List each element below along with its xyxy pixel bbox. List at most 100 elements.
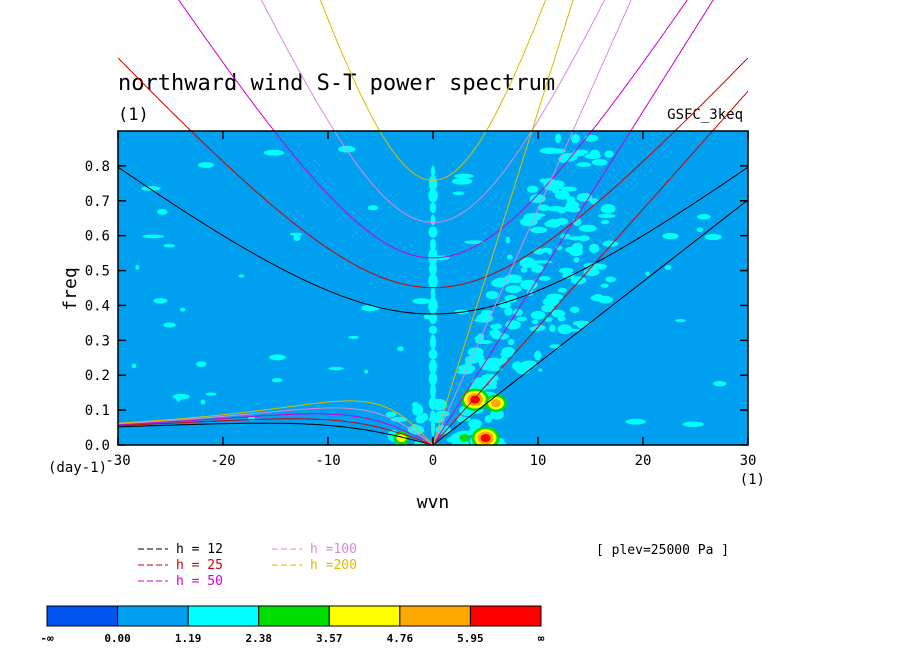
contour-patch bbox=[428, 359, 438, 374]
contour-patch bbox=[530, 310, 546, 320]
contour-patch bbox=[561, 328, 581, 332]
chart-title: northward wind S-T power spectrum bbox=[118, 71, 555, 96]
contour-patch bbox=[576, 162, 592, 167]
contour-patch bbox=[480, 363, 496, 371]
contour-patch bbox=[602, 240, 619, 247]
contour-patch bbox=[505, 320, 521, 330]
contour-patch bbox=[505, 236, 511, 244]
chart-subtitle-right: GSFC_3keq bbox=[667, 107, 743, 123]
y-tick-label: 0.0 bbox=[85, 438, 110, 454]
contour-patch bbox=[428, 349, 438, 360]
contour-patch bbox=[571, 133, 581, 144]
y-axis-label: freq bbox=[60, 267, 81, 310]
y-tick-label: 0.4 bbox=[85, 298, 110, 314]
contour-patch bbox=[507, 338, 515, 346]
x-axis-label: wvn bbox=[417, 492, 450, 513]
legend-label: h = 25 bbox=[176, 558, 223, 573]
contour-patch bbox=[470, 382, 484, 390]
contour-patch bbox=[415, 415, 426, 424]
colorbar-cell bbox=[258, 605, 330, 627]
contour-patch bbox=[553, 309, 566, 318]
contour-patch bbox=[163, 244, 176, 248]
contour-patch bbox=[588, 263, 607, 270]
contour-patch bbox=[577, 320, 585, 329]
contour-patch bbox=[713, 380, 727, 387]
contour-patch bbox=[625, 418, 646, 425]
contour-patch bbox=[565, 200, 580, 209]
dispersion-curve-ig bbox=[319, 0, 547, 181]
legend-label: h =200 bbox=[310, 558, 357, 573]
y-tick-label: 0.1 bbox=[85, 403, 110, 419]
contour-patch bbox=[428, 325, 438, 335]
contour-patch bbox=[454, 173, 474, 179]
contour-patch bbox=[576, 192, 593, 202]
contour-patch bbox=[196, 361, 207, 367]
contour-patch bbox=[431, 398, 448, 411]
contour-patch bbox=[429, 334, 437, 350]
contour-patch bbox=[452, 191, 465, 196]
contour-patch bbox=[456, 414, 464, 423]
contour-patch bbox=[570, 276, 587, 285]
contour-patch bbox=[547, 180, 565, 188]
contour-patch bbox=[484, 415, 493, 424]
contour-patch bbox=[551, 184, 560, 194]
dispersion-curve-ig bbox=[118, 166, 748, 315]
colorbar-cell bbox=[328, 605, 401, 627]
contour-patch bbox=[263, 149, 285, 156]
dispersion-curve-rossby bbox=[118, 422, 434, 445]
contour-patch bbox=[428, 297, 438, 314]
contour-patch bbox=[506, 254, 513, 260]
contour-patch bbox=[348, 335, 360, 339]
contour-patch bbox=[533, 248, 545, 255]
contour-patch bbox=[519, 258, 537, 268]
contour-patch bbox=[142, 234, 165, 239]
contour-patch bbox=[520, 360, 538, 369]
contour-patch bbox=[328, 366, 344, 371]
colorbar-label: 2.38 bbox=[245, 632, 272, 645]
contour-patch bbox=[664, 265, 672, 270]
contour-patch bbox=[529, 326, 542, 332]
contour-patch bbox=[544, 221, 553, 227]
dispersion-curve-rossby bbox=[118, 400, 434, 445]
contour-patch bbox=[538, 368, 543, 372]
colorbar-cell bbox=[399, 605, 471, 627]
contour-patch bbox=[605, 276, 617, 283]
contour-patch bbox=[156, 208, 168, 215]
contour-patch bbox=[539, 147, 560, 154]
y-unit-label: (day-1) bbox=[48, 460, 107, 476]
y-tick-label: 0.3 bbox=[85, 333, 110, 349]
contour-patch bbox=[153, 298, 168, 304]
contour-patch bbox=[205, 392, 217, 396]
colorbar-label: 0.00 bbox=[104, 632, 131, 645]
contour-patch bbox=[176, 396, 181, 402]
contour-patch bbox=[429, 238, 437, 251]
contour-patch bbox=[569, 247, 584, 257]
contour-patch bbox=[361, 305, 380, 312]
plev-annotation: [ plev=25000 Pa ] bbox=[596, 543, 729, 558]
x-tick-label: -20 bbox=[210, 453, 235, 469]
x-unit-label: (1) bbox=[740, 472, 765, 488]
contour-patch bbox=[464, 240, 485, 245]
contour-patch bbox=[423, 314, 431, 320]
contour-patch bbox=[557, 316, 566, 322]
contour-patch bbox=[544, 317, 553, 322]
contour-patch bbox=[578, 224, 597, 232]
dispersion-curve-ig bbox=[260, 0, 606, 224]
x-tick-label: 20 bbox=[635, 453, 652, 469]
contour-patch bbox=[429, 202, 437, 214]
dispersion-curve-rossby bbox=[118, 407, 434, 445]
dispersion-curves bbox=[118, 0, 748, 445]
contour-patch bbox=[293, 234, 301, 241]
contour-patch bbox=[588, 243, 600, 254]
dispersion-curve-kelvin bbox=[432, 199, 748, 445]
dispersion-curve-rossby bbox=[118, 413, 434, 445]
contour-patch bbox=[547, 250, 552, 255]
contour-patch bbox=[385, 411, 397, 418]
x-tick-label: -30 bbox=[105, 453, 130, 469]
contour-patch bbox=[704, 233, 722, 241]
contour-highlight bbox=[480, 434, 491, 443]
contour-patch bbox=[526, 212, 546, 218]
contour-patch bbox=[597, 213, 616, 219]
contour-patch bbox=[600, 283, 609, 288]
